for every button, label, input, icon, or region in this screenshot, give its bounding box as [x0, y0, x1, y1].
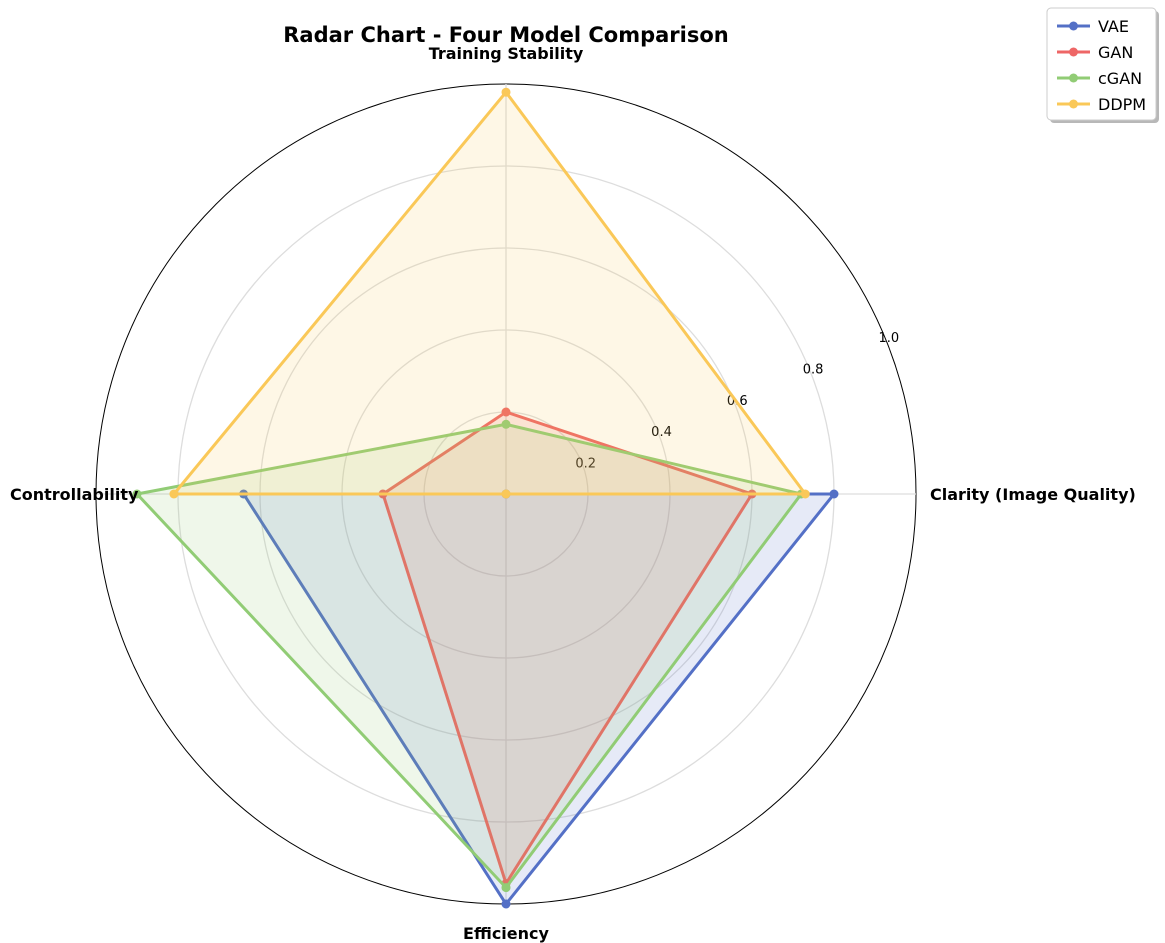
axis-label: Efficiency — [463, 924, 549, 943]
data-point-ddpm — [501, 87, 511, 97]
legend-label: cGAN — [1098, 69, 1142, 88]
series-fill-cgan — [137, 424, 802, 888]
axis-label: Clarity (Image Quality) — [930, 485, 1136, 504]
radial-tick-label: 1.0 — [878, 331, 899, 346]
data-point-ddpm — [501, 489, 511, 499]
legend-label: DDPM — [1098, 95, 1146, 114]
legend-marker — [1069, 73, 1078, 83]
data-point-gan — [501, 407, 511, 417]
chart-title: Radar Chart - Four Model Comparison — [283, 23, 728, 47]
legend-marker — [1069, 99, 1078, 109]
series-fill-ddpm — [173, 92, 806, 494]
labels-layer: Clarity (Image Quality) Training Stabilit… — [10, 44, 1136, 943]
data-point-cgan — [501, 883, 511, 893]
data-point-vae — [829, 489, 839, 499]
axis-label: Training Stability — [429, 44, 584, 63]
legend-marker — [1069, 21, 1078, 31]
legend-marker — [1069, 47, 1078, 57]
radial-tick-label: 0.8 — [803, 362, 824, 377]
series-fill-gan — [383, 412, 752, 884]
legend-box — [1046, 7, 1157, 121]
legend: VAE GAN cGAN DDPM — [1046, 7, 1159, 123]
data-point-cgan — [501, 419, 511, 429]
data-point-ddpm — [800, 489, 810, 499]
radial-tick-label: 0.2 — [575, 457, 596, 472]
data-point-ddpm — [169, 489, 179, 499]
data-point-vae — [501, 899, 511, 909]
radial-tick-label: 0.4 — [651, 425, 672, 440]
axis-label: Controllability — [10, 485, 139, 504]
series-layer — [132, 87, 839, 909]
legend-label: GAN — [1098, 43, 1133, 62]
legend-label: VAE — [1098, 17, 1129, 36]
data-point-cgan — [132, 489, 142, 499]
